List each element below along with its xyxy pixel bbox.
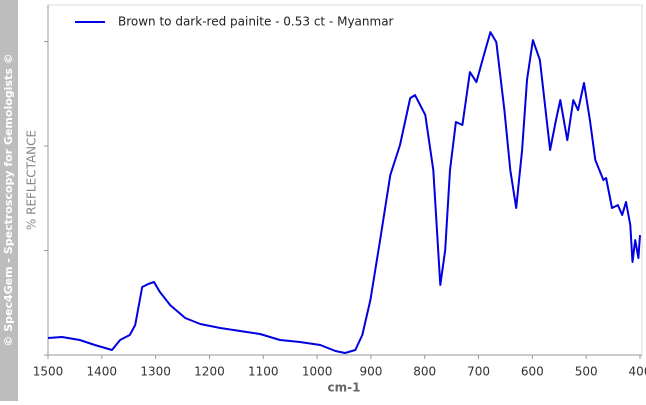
x-tick-label: 1500 [33,365,64,379]
side-banner [0,0,18,401]
x-tick-label: 600 [521,365,544,379]
x-tick-label: 1000 [302,365,333,379]
x-tick-label: 900 [359,365,382,379]
y-axis-label: % REFLECTANCE [25,130,39,230]
x-axis-label: cm-1 [328,381,361,395]
x-tick-label: 1100 [248,365,279,379]
x-tick-label: 1200 [194,365,225,379]
side-note: © Spec4Gem - Spectroscopy for Gemologist… [2,53,15,346]
line-series [47,31,641,354]
x-tick-label: 1400 [87,365,118,379]
x-tick-label: 500 [575,365,598,379]
plot-area [47,4,643,356]
x-tick-label: 1300 [140,365,171,379]
x-tick-label: 700 [467,365,490,379]
x-tick-label: 400 [629,365,646,379]
legend-label: Brown to dark-red painite - 0.53 ct - My… [118,15,394,29]
x-tick-label: 800 [413,365,436,379]
